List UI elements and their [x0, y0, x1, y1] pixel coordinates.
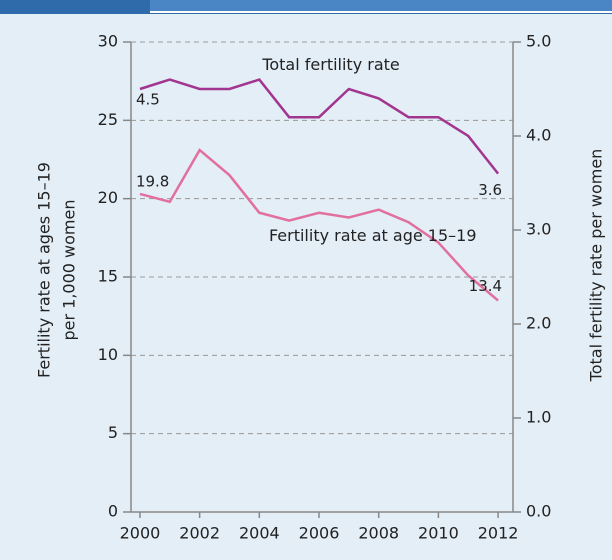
y2-tick-label: 0.0: [526, 502, 551, 521]
x-tick-label: 2010: [418, 524, 459, 543]
y2-tick-label: 4.0: [526, 126, 551, 145]
data-annotation: 13.4: [469, 277, 502, 295]
x-tick-label: 2006: [299, 524, 340, 543]
x-tick-label: 2008: [358, 524, 399, 543]
y-tick-label: 30: [98, 32, 118, 51]
x-tick-label: 2000: [120, 524, 161, 543]
y2-tick-label: 3.0: [526, 220, 551, 239]
data-annotation: 19.8: [136, 172, 169, 190]
data-annotation: 3.6: [478, 181, 502, 199]
y-tick-label: 0: [108, 502, 118, 521]
y2-tick-label: 5.0: [526, 32, 551, 51]
y2-axis-label: Total fertility rate per women: [587, 149, 606, 383]
header-tab: [150, 0, 612, 12]
x-tick-label: 2012: [478, 524, 519, 543]
series-label: Total fertility rate: [261, 55, 399, 74]
series-line: [139, 78, 500, 175]
y-tick-label: 15: [98, 267, 118, 286]
series-line: [139, 148, 499, 302]
data-annotation: 4.5: [136, 91, 160, 109]
y-tick-label: 5: [108, 423, 118, 442]
y2-tick-label: 2.0: [526, 314, 551, 333]
y-axis-label: Fertility rate at ages 15–19: [35, 162, 54, 378]
x-tick-label: 2004: [239, 524, 280, 543]
x-tick-label: 2002: [179, 524, 220, 543]
y-tick-label: 25: [98, 110, 118, 129]
y-tick-label: 10: [98, 345, 118, 364]
series-label: Fertility rate at age 15–19: [269, 226, 477, 245]
y2-tick-label: 1.0: [526, 408, 551, 427]
y-tick-label: 20: [98, 188, 118, 207]
y-axis-label: per 1,000 women: [60, 200, 79, 341]
